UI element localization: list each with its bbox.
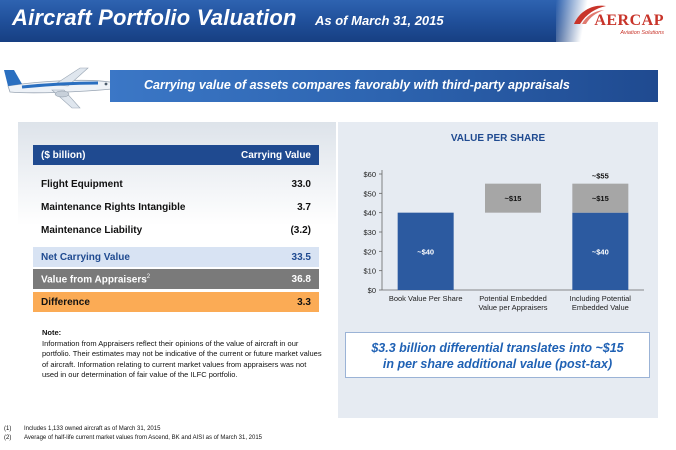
table-row: Maintenance Liability (3.2) [33, 220, 319, 240]
footnote-number: (2) [4, 435, 12, 441]
y-tick-label: $10 [363, 267, 376, 276]
row-value: (3.2) [290, 225, 311, 236]
bar-data-label: ~$15 [505, 194, 522, 203]
bar-data-label: ~$40 [417, 247, 434, 256]
footnote-number: (1) [4, 426, 12, 432]
row-label: Maintenance Rights Intangible [41, 202, 186, 213]
bar-data-label: ~$40 [592, 247, 609, 256]
value-from-appraisers-row: Value from Appraisers2 36.8 [33, 269, 319, 289]
logo-tagline: Aviation Solutions [620, 30, 664, 36]
x-tick-label: Book Value Per Share [389, 294, 463, 303]
row-value: 36.8 [291, 274, 311, 285]
x-tick-label: Embedded Value [572, 303, 629, 312]
x-tick-label: Potential Embedded [479, 294, 547, 303]
logo-wordmark: AERCAP [594, 12, 664, 29]
bar-segment [572, 212, 629, 290]
row-label: Flight Equipment [41, 179, 123, 190]
page-title: Aircraft Portfolio Valuation [12, 5, 297, 30]
note-title: Note: [42, 328, 62, 337]
row-value: 3.7 [297, 202, 311, 213]
y-tick-label: $60 [363, 170, 376, 179]
key-message-banner: Carrying value of assets compares favora… [110, 70, 658, 102]
page-subtitle: As of March 31, 2015 [315, 13, 444, 28]
row-value: 33.0 [291, 179, 311, 190]
difference-row: Difference 3.3 [33, 292, 319, 312]
row-label: Difference [41, 297, 90, 308]
x-tick-label: Including Potential [570, 294, 632, 303]
y-tick-label: $20 [363, 247, 376, 256]
takeaway-line: $3.3 billion differential translates int… [371, 341, 624, 355]
bar-segment [397, 212, 454, 290]
footnote: (2) Average of half-life current market v… [4, 434, 262, 443]
row-label: Net Carrying Value [41, 252, 130, 263]
takeaway-callout: $3.3 billion differential translates int… [345, 332, 650, 378]
footnotes: (1) Includes 1,133 owned aircraft as of M… [4, 425, 262, 443]
y-tick-label: $50 [363, 189, 376, 198]
banner-text: Carrying value of assets compares favora… [144, 78, 570, 92]
row-label: Maintenance Liability [41, 225, 143, 236]
y-tick-label: $30 [363, 228, 376, 237]
note-body: Information from Appraisers reflect thei… [42, 338, 322, 380]
x-tick-label: Value per Appraisers [478, 303, 547, 312]
airplane-illustration [4, 67, 116, 109]
bar-segment [485, 183, 541, 213]
net-carrying-value-row: Net Carrying Value 33.5 [33, 247, 319, 267]
footnote-text: Average of half-life current market valu… [24, 435, 263, 441]
table-header-unit: ($ billion) [41, 150, 86, 161]
row-value: 3.3 [297, 297, 311, 308]
value-per-share-chart: $0 $10 $20 $30 $40 $50 $60 ~$40 Book Value Per S… [363, 170, 644, 312]
takeaway-line: in per share additional value (post-tax) [382, 357, 613, 371]
row-label-text: Value from Appraisers [41, 274, 147, 286]
table-header-row: ($ billion) Carrying Value [33, 145, 319, 165]
footnote-text: Includes 1,133 owned aircraft as of Marc… [24, 426, 161, 432]
row-label: Value from Appraisers2 [41, 274, 150, 285]
footnote-ref: 2 [146, 274, 151, 280]
note-block: Note: Information from Appraisers reflec… [42, 328, 322, 381]
bar-segment [572, 183, 629, 213]
table-header-carrying-value: Carrying Value [240, 150, 311, 161]
row-value: 33.5 [291, 252, 311, 263]
y-tick-label: $40 [363, 209, 376, 218]
y-tick-label: $0 [368, 286, 376, 295]
table-row: Maintenance Rights Intangible 3.7 [33, 197, 319, 217]
bar-total-label: ~$55 [592, 172, 609, 181]
logo-swoosh-icon [574, 5, 606, 24]
chart-title: VALUE PER SHARE [450, 133, 546, 144]
company-logo: AERCAP Aviation Solutions [556, 0, 676, 46]
footnote: (1) Includes 1,133 owned aircraft as of M… [4, 425, 262, 434]
bar-data-label: ~$15 [592, 194, 609, 203]
table-row: Flight Equipment 33.0 [33, 174, 319, 194]
